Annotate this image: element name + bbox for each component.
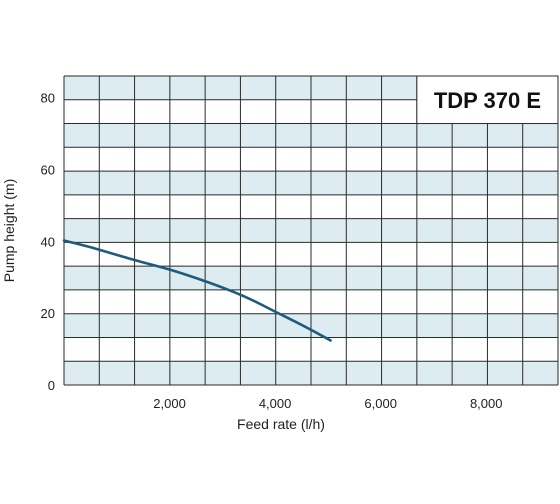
y-tick-label: 80 <box>41 91 55 106</box>
y-tick-label: 60 <box>41 162 55 177</box>
x-axis-label: Feed rate (l/h) <box>237 416 325 432</box>
x-tick-label: 6,000 <box>364 396 397 411</box>
y-axis-label: Pump height (m) <box>1 179 17 282</box>
y-tick-labels: 0 20 40 60 80 <box>41 91 55 393</box>
curve-layer <box>62 239 332 342</box>
title-box-background <box>416 75 559 125</box>
y-tick-label: 20 <box>41 306 55 321</box>
x-tick-label: 2,000 <box>153 396 186 411</box>
y-tick-label: 0 <box>48 378 55 393</box>
chart-title: TDP 370 E <box>434 88 541 113</box>
y-tick-label: 40 <box>41 234 55 249</box>
x-tick-labels: 2,000 4,000 6,000 8,000 <box>153 396 502 411</box>
grid-lines <box>63 75 559 386</box>
series-line-0 <box>62 239 332 342</box>
title-box: TDP 370 E <box>416 75 559 125</box>
x-tick-label: 4,000 <box>259 396 292 411</box>
x-tick-label: 8,000 <box>470 396 503 411</box>
